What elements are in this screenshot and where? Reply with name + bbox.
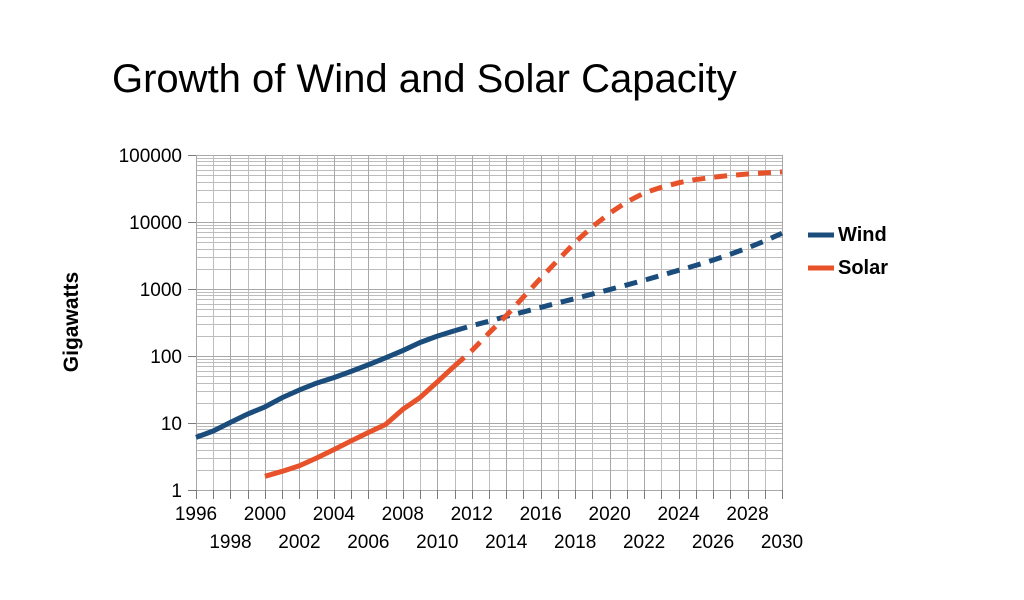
legend-label-wind: Wind bbox=[838, 224, 887, 246]
x-axis-tick-label: 2012 bbox=[451, 504, 493, 525]
y-axis-tick-label: 1000 bbox=[140, 280, 182, 301]
series-line-solar-historical bbox=[264, 364, 457, 479]
series-line-wind-historical bbox=[195, 328, 456, 440]
x-axis-tick-label: 2028 bbox=[726, 504, 768, 525]
axis-ticks bbox=[188, 155, 783, 499]
chart-legend: Wind Solar bbox=[808, 224, 888, 279]
x-axis-tick-label: 1996 bbox=[175, 504, 217, 525]
y-axis-tick-labels: 1 10 100 1000 10000 100000 bbox=[119, 146, 182, 502]
x-axis-tick-label: 2000 bbox=[244, 504, 286, 525]
legend-label-solar: Solar bbox=[838, 257, 888, 279]
y-axis-title: Gigawatts bbox=[60, 272, 83, 372]
x-axis-tick-label: 2008 bbox=[382, 504, 424, 525]
minor-gridlines bbox=[196, 155, 782, 490]
y-axis-tick-label: 10000 bbox=[129, 213, 182, 234]
x-axis-tick-label: 2010 bbox=[416, 532, 458, 553]
x-axis-tick-label: 2018 bbox=[554, 532, 596, 553]
x-axis-tick-label: 1998 bbox=[209, 532, 251, 553]
series-lines bbox=[195, 169, 784, 479]
x-axis-tick-label: 2030 bbox=[761, 532, 803, 553]
y-axis-tick-label: 100000 bbox=[119, 146, 182, 167]
chart-title: Growth of Wind and Solar Capacity bbox=[112, 57, 737, 101]
y-axis-tick-label: 1 bbox=[171, 481, 182, 502]
x-axis-tick-label: 2006 bbox=[347, 532, 389, 553]
x-axis-tick-label: 2002 bbox=[278, 532, 320, 553]
major-gridlines bbox=[196, 155, 783, 491]
y-axis-tick-label: 10 bbox=[161, 414, 182, 435]
x-axis-tick-label: 2016 bbox=[520, 504, 562, 525]
x-axis-tick-label: 2014 bbox=[485, 532, 528, 553]
x-axis-tick-label: 2022 bbox=[623, 532, 665, 553]
x-axis-tick-label: 2020 bbox=[589, 504, 631, 525]
x-axis-tick-label: 2004 bbox=[313, 504, 356, 525]
y-axis-tick-label: 100 bbox=[150, 347, 182, 368]
x-axis-tick-labels: 1996 1998 2000 2002 2004 2006 2008 2010 2012 2014… bbox=[175, 504, 803, 553]
series-line-solar-projected bbox=[452, 169, 783, 368]
x-axis-tick-label: 2024 bbox=[657, 504, 700, 525]
x-axis-tick-label: 2026 bbox=[692, 532, 734, 553]
